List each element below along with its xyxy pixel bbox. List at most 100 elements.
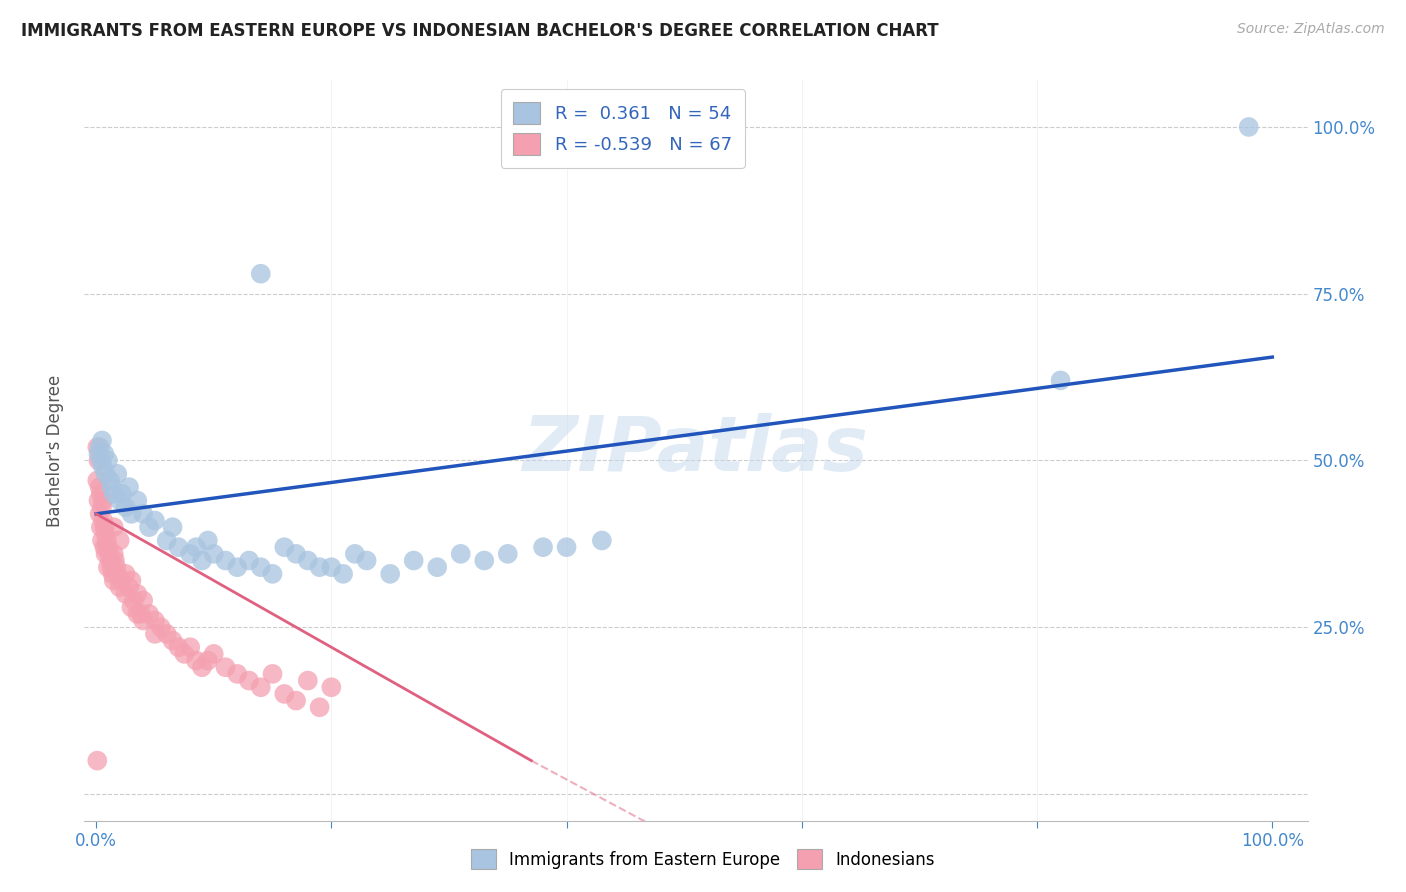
Point — [226, 666, 249, 681]
Point — [86, 474, 108, 488]
Point — [197, 654, 219, 668]
Point — [591, 533, 613, 548]
Point — [89, 507, 111, 521]
Point — [90, 520, 112, 534]
Point — [89, 440, 111, 454]
Point — [132, 614, 155, 628]
Point — [202, 647, 225, 661]
Point — [273, 687, 295, 701]
Point — [105, 560, 128, 574]
Point — [184, 654, 207, 668]
Point — [149, 620, 172, 634]
Point — [94, 467, 117, 481]
Point — [426, 560, 449, 574]
Point — [105, 566, 128, 581]
Point — [114, 500, 136, 515]
Point — [127, 587, 149, 601]
Point — [114, 566, 136, 581]
Point — [496, 547, 519, 561]
Point — [238, 673, 260, 688]
Point — [91, 460, 114, 475]
Point — [138, 520, 160, 534]
Point — [1049, 373, 1071, 387]
Point — [380, 566, 402, 581]
Point — [98, 553, 121, 567]
Point — [120, 574, 142, 588]
Point — [87, 453, 110, 467]
Point — [120, 600, 142, 615]
Point — [356, 553, 378, 567]
Point — [101, 566, 124, 581]
Point — [108, 493, 131, 508]
Point — [111, 574, 134, 588]
Point — [105, 467, 128, 481]
Point — [308, 560, 330, 574]
Point — [297, 553, 319, 567]
Point — [332, 566, 354, 581]
Point — [103, 574, 125, 588]
Point — [103, 547, 125, 561]
Point — [167, 540, 190, 554]
Point — [249, 680, 271, 694]
Point — [108, 533, 131, 548]
Legend: R =  0.361   N = 54, R = -0.539   N = 67: R = 0.361 N = 54, R = -0.539 N = 67 — [501, 89, 745, 168]
Point — [214, 553, 236, 567]
Point — [262, 666, 284, 681]
Point — [321, 680, 343, 694]
Point — [91, 514, 114, 528]
Point — [156, 627, 179, 641]
Point — [114, 587, 136, 601]
Point — [103, 520, 125, 534]
Text: IMMIGRANTS FROM EASTERN EUROPE VS INDONESIAN BACHELOR'S DEGREE CORRELATION CHART: IMMIGRANTS FROM EASTERN EUROPE VS INDONE… — [21, 22, 939, 40]
Point — [90, 453, 112, 467]
Point — [249, 560, 271, 574]
Point — [100, 560, 122, 574]
Point — [167, 640, 190, 655]
Point — [1237, 120, 1260, 134]
Point — [127, 493, 149, 508]
Point — [94, 526, 117, 541]
Point — [111, 487, 134, 501]
Point — [197, 533, 219, 548]
Point — [118, 580, 141, 594]
Point — [87, 493, 110, 508]
Point — [226, 560, 249, 574]
Point — [531, 540, 554, 554]
Point — [132, 507, 155, 521]
Point — [472, 553, 495, 567]
Point — [93, 520, 115, 534]
Point — [86, 440, 108, 454]
Point — [450, 547, 472, 561]
Point — [91, 500, 114, 515]
Text: ZIPatlas: ZIPatlas — [523, 414, 869, 487]
Point — [120, 507, 142, 521]
Point — [91, 493, 114, 508]
Point — [179, 547, 201, 561]
Point — [104, 553, 127, 567]
Point — [321, 560, 343, 574]
Point — [402, 553, 425, 567]
Point — [156, 533, 179, 548]
Point — [96, 533, 118, 548]
Point — [179, 640, 201, 655]
Point — [191, 660, 214, 674]
Y-axis label: Bachelor's Degree: Bachelor's Degree — [45, 375, 63, 526]
Point — [90, 487, 112, 501]
Point — [297, 673, 319, 688]
Point — [93, 540, 115, 554]
Point — [173, 647, 195, 661]
Point — [162, 520, 184, 534]
Point — [202, 547, 225, 561]
Point — [129, 607, 152, 621]
Point — [98, 547, 121, 561]
Legend: Immigrants from Eastern Europe, Indonesians: Immigrants from Eastern Europe, Indonesi… — [461, 838, 945, 880]
Point — [93, 447, 115, 461]
Point — [122, 593, 145, 607]
Point — [94, 547, 117, 561]
Point — [262, 566, 284, 581]
Point — [97, 540, 120, 554]
Point — [127, 607, 149, 621]
Point — [214, 660, 236, 674]
Point — [87, 447, 110, 461]
Point — [238, 553, 260, 567]
